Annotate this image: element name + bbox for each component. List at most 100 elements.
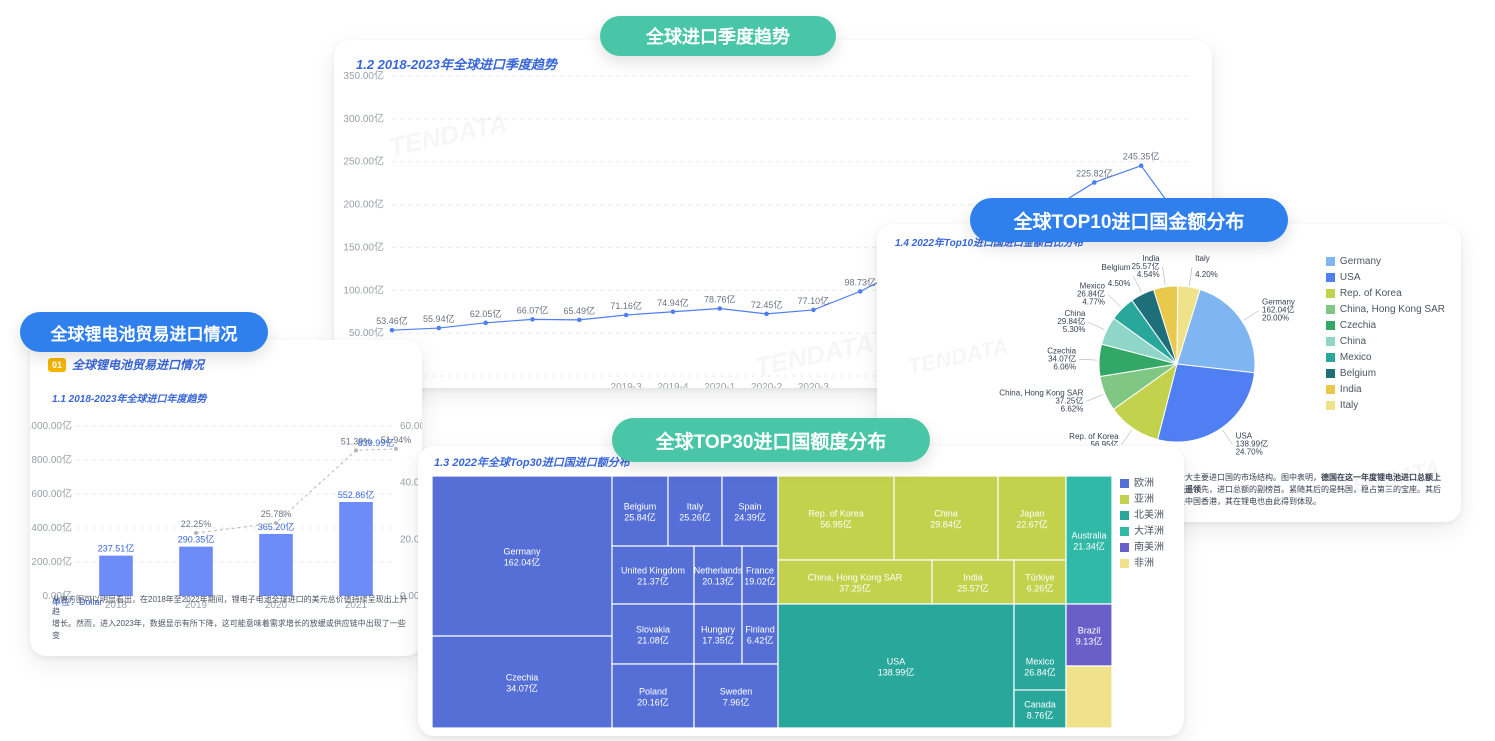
svg-text:United Kingdom: United Kingdom	[621, 565, 685, 575]
svg-text:25.78%: 25.78%	[261, 509, 292, 519]
svg-text:Australia: Australia	[1071, 530, 1106, 540]
svg-text:Germany: Germany	[503, 546, 541, 556]
svg-text:6.42亿: 6.42亿	[747, 634, 774, 645]
svg-text:71.16亿: 71.16亿	[610, 300, 642, 311]
svg-text:250.00亿: 250.00亿	[343, 155, 384, 168]
panel-treemap: 1.3 2022年全球Top30进口国进口额分布 Germany162.04亿C…	[418, 446, 1184, 736]
svg-text:China, Hong Kong SAR: China, Hong Kong SAR	[808, 572, 903, 582]
svg-text:34.07亿: 34.07亿	[506, 682, 538, 693]
svg-text:300.00亿: 300.00亿	[343, 112, 384, 125]
svg-text:26.84亿: 26.84亿	[1024, 666, 1056, 677]
pie-legend-item: Rep. of Korea	[1326, 286, 1445, 302]
svg-text:Finland: Finland	[745, 624, 775, 634]
svg-text:5.30%: 5.30%	[1063, 325, 1086, 334]
svg-text:225.82亿: 225.82亿	[1076, 167, 1113, 178]
svg-text:4.77%: 4.77%	[1082, 297, 1105, 306]
pie-legend-item: India	[1326, 382, 1445, 398]
svg-text:800.00亿: 800.00亿	[31, 453, 72, 466]
svg-text:24.70%: 24.70%	[1236, 448, 1263, 457]
svg-text:400.00亿: 400.00亿	[31, 521, 72, 534]
pie-legend-item: Belgium	[1326, 366, 1445, 382]
svg-text:98.73亿: 98.73亿	[844, 276, 876, 287]
svg-text:21.08亿: 21.08亿	[637, 634, 669, 645]
svg-text:62.05亿: 62.05亿	[470, 308, 502, 319]
svg-text:162.04亿: 162.04亿	[504, 556, 541, 567]
svg-text:Spain: Spain	[738, 501, 761, 511]
svg-text:4.20%: 4.20%	[1195, 270, 1218, 279]
svg-text:56.95亿: 56.95亿	[820, 518, 852, 529]
pie-legend-item: Czechia	[1326, 318, 1445, 334]
svg-text:55.94亿: 55.94亿	[423, 313, 455, 324]
svg-text:8.76亿: 8.76亿	[1027, 709, 1054, 720]
svg-text:Netherlands: Netherlands	[694, 565, 743, 575]
tree-legend-item: 欧洲	[1120, 476, 1164, 492]
svg-text:9.13亿: 9.13亿	[1076, 635, 1103, 646]
svg-text:290.35亿: 290.35亿	[178, 534, 215, 545]
svg-text:600.00亿: 600.00亿	[31, 487, 72, 500]
svg-text:22.25%: 22.25%	[181, 519, 212, 529]
svg-text:Poland: Poland	[639, 686, 667, 696]
svg-text:200.00亿: 200.00亿	[31, 555, 72, 568]
pie-legend-item: USA	[1326, 270, 1445, 286]
pie-legend-item: Italy	[1326, 398, 1445, 414]
svg-text:100.00亿: 100.00亿	[343, 283, 384, 296]
svg-text:150.00亿: 150.00亿	[343, 240, 384, 253]
svg-text:245.35亿: 245.35亿	[1123, 151, 1160, 162]
svg-text:74.94亿: 74.94亿	[657, 297, 689, 308]
svg-text:7.96亿: 7.96亿	[723, 696, 750, 707]
svg-text:China: China	[934, 508, 958, 518]
treemap-svg: Germany162.04亿Czechia34.07亿Belgium25.84亿…	[418, 446, 1184, 736]
svg-text:4.54%: 4.54%	[1137, 270, 1160, 279]
svg-text:6.62%: 6.62%	[1061, 404, 1084, 413]
pill-bar: 全球锂电池贸易进口情况	[20, 312, 268, 352]
svg-text:200.00亿: 200.00亿	[343, 198, 384, 211]
svg-text:25.57亿: 25.57亿	[957, 582, 989, 593]
svg-text:66.07亿: 66.07亿	[517, 304, 549, 315]
pie-legend: GermanyUSARep. of KoreaChina, Hong Kong …	[1326, 254, 1445, 414]
tree-legend-item: 北美洲	[1120, 508, 1164, 524]
pie-legend-item: Germany	[1326, 254, 1445, 270]
bar-footer-1: 从直方图可以明显看出，在2018年至2022年期间，锂电子电池全球进口的美元总价…	[52, 594, 408, 618]
svg-text:29.84亿: 29.84亿	[930, 518, 962, 529]
svg-text:Mexico: Mexico	[1026, 656, 1055, 666]
svg-text:21.34亿: 21.34亿	[1073, 540, 1105, 551]
svg-text:17.35亿: 17.35亿	[702, 634, 734, 645]
svg-text:237.51亿: 237.51亿	[98, 543, 135, 554]
svg-text:138.99亿: 138.99亿	[878, 666, 915, 677]
svg-text:65.49亿: 65.49亿	[564, 305, 596, 316]
svg-text:53.46亿: 53.46亿	[376, 315, 408, 326]
svg-text:USA: USA	[887, 656, 906, 666]
pie-legend-item: China	[1326, 334, 1445, 350]
svg-text:Slovakia: Slovakia	[636, 624, 670, 634]
pill-tree: 全球TOP30进口国额度分布	[612, 418, 930, 462]
svg-text:50.00亿: 50.00亿	[349, 326, 384, 339]
svg-text:20.16亿: 20.16亿	[637, 696, 669, 707]
pie-legend-item: China, Hong Kong SAR	[1326, 302, 1445, 318]
svg-text:France: France	[746, 565, 774, 575]
tree-legend-item: 大洋洲	[1120, 524, 1164, 540]
bar-footer-2: 增长。然而，进入2023年，数据显示有所下降，这可能意味着需求增长的放缓或供应链…	[52, 618, 408, 642]
svg-text:Belgium: Belgium	[1102, 263, 1131, 272]
tree-legend-item: 亚洲	[1120, 492, 1164, 508]
svg-text:20.13亿: 20.13亿	[702, 575, 734, 586]
svg-text:Brazil: Brazil	[1078, 625, 1101, 635]
svg-text:350.00亿: 350.00亿	[343, 69, 384, 82]
svg-text:2020-1: 2020-1	[704, 382, 736, 388]
svg-text:2020-2: 2020-2	[751, 382, 783, 388]
svg-text:Canada: Canada	[1024, 699, 1056, 709]
svg-text:19.02亿: 19.02亿	[744, 575, 776, 586]
svg-text:Sweden: Sweden	[720, 686, 753, 696]
svg-text:25.26亿: 25.26亿	[679, 511, 711, 522]
svg-text:25.84亿: 25.84亿	[624, 511, 656, 522]
svg-text:Italy: Italy	[687, 501, 704, 511]
tree-legend-item: 非洲	[1120, 556, 1164, 572]
tree-legend: 欧洲亚洲北美洲大洋洲南美洲非洲	[1120, 476, 1164, 572]
svg-text:6.26亿: 6.26亿	[1027, 582, 1054, 593]
svg-text:77.10亿: 77.10亿	[798, 295, 830, 306]
svg-text:Türkiye: Türkiye	[1025, 572, 1055, 582]
svg-text:2019-3: 2019-3	[611, 382, 643, 388]
svg-text:Italy: Italy	[1195, 254, 1210, 263]
svg-text:839.99亿: 839.99亿	[358, 437, 395, 448]
svg-text:Rep. of Korea: Rep. of Korea	[808, 508, 864, 518]
svg-text:India: India	[963, 572, 983, 582]
